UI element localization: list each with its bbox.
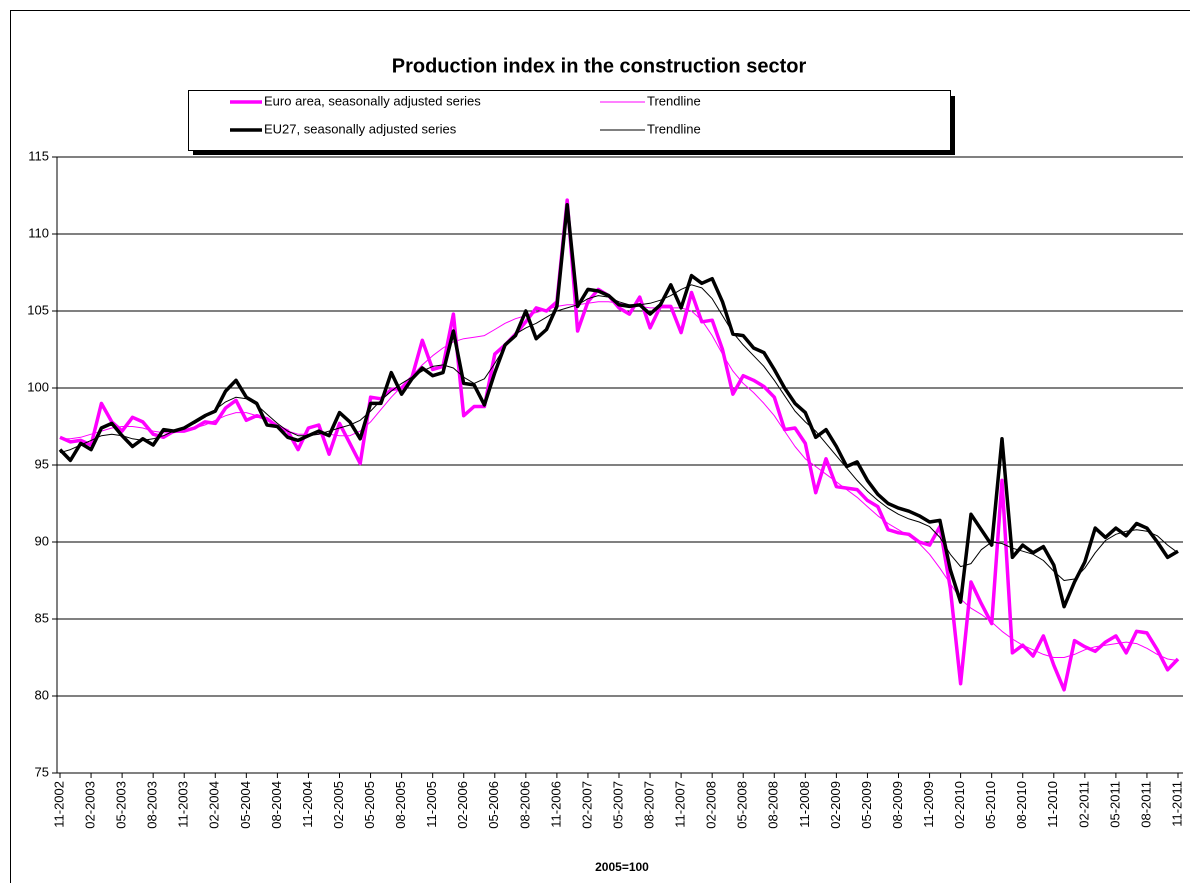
chart-title: Production index in the construction sec…: [392, 55, 807, 77]
x-tick-label: 11-2003: [176, 781, 191, 828]
x-tick-label: 08-2004: [269, 781, 284, 829]
x-tick-label: 08-2009: [890, 781, 905, 829]
legend-label: EU27, seasonally adjusted series: [264, 121, 457, 136]
y-tick-label: 80: [35, 687, 49, 702]
x-tick-label: 11-2011: [1169, 781, 1184, 827]
x-tick-label: 05-2006: [486, 781, 501, 829]
x-tick-label: 02-2011: [1076, 781, 1091, 828]
x-tick-label: 05-2009: [859, 781, 874, 829]
y-tick-label: 110: [28, 225, 49, 240]
x-tick-label: 02-2004: [207, 781, 222, 829]
x-tick-label: 05-2008: [735, 781, 750, 829]
x-axis-label: 2005=100: [595, 860, 649, 874]
x-tick-label: 02-2009: [828, 781, 843, 829]
x-tick-label: 05-2007: [610, 781, 625, 829]
x-tick-label: 11-2008: [797, 781, 812, 828]
x-tick-label: 05-2004: [238, 781, 253, 829]
x-tick-label: 02-2005: [331, 781, 346, 829]
x-tick-label: 02-2006: [455, 781, 470, 829]
x-tick-label: 08-2010: [1014, 781, 1029, 829]
x-tick-label: 08-2007: [641, 781, 656, 829]
x-tick-label: 11-2010: [1045, 781, 1060, 828]
y-tick-label: 115: [28, 148, 49, 163]
x-tick-label: 08-2008: [766, 781, 781, 829]
x-tick-label: 08-2006: [517, 781, 532, 829]
x-tick-label: 11-2004: [300, 781, 315, 828]
legend-label: Euro area, seasonally adjusted series: [264, 93, 481, 108]
x-tick-label: 08-2003: [145, 781, 160, 829]
x-tick-label: 11-2009: [921, 781, 936, 828]
y-tick-label: 90: [35, 533, 49, 548]
x-tick-label: 05-2010: [983, 781, 998, 829]
x-tick-label: 02-2010: [952, 781, 967, 829]
series-line: [60, 200, 1178, 690]
x-tick-label: 11-2006: [548, 781, 563, 828]
x-tick-label: 02-2008: [704, 781, 719, 829]
x-tick-label: 11-2007: [673, 781, 688, 828]
x-tick-label: 11-2005: [424, 781, 439, 828]
x-tick-label: 11-2002: [51, 781, 66, 828]
x-tick-label: 08-2005: [393, 781, 408, 829]
y-tick-label: 100: [27, 379, 49, 394]
x-tick-label: 08-2011: [1138, 781, 1153, 828]
x-tick-label: 05-2011: [1107, 781, 1122, 828]
y-tick-label: 105: [27, 302, 49, 317]
y-tick-label: 85: [35, 610, 49, 625]
y-tick-label: 95: [35, 456, 49, 471]
legend-label: Trendline: [647, 121, 701, 136]
x-tick-label: 02-2007: [579, 781, 594, 829]
x-tick-label: 05-2005: [362, 781, 377, 829]
x-tick-label: 02-2003: [82, 781, 97, 829]
legend-label: Trendline: [647, 93, 701, 108]
y-tick-label: 75: [35, 764, 49, 779]
x-tick-label: 05-2003: [114, 781, 129, 829]
